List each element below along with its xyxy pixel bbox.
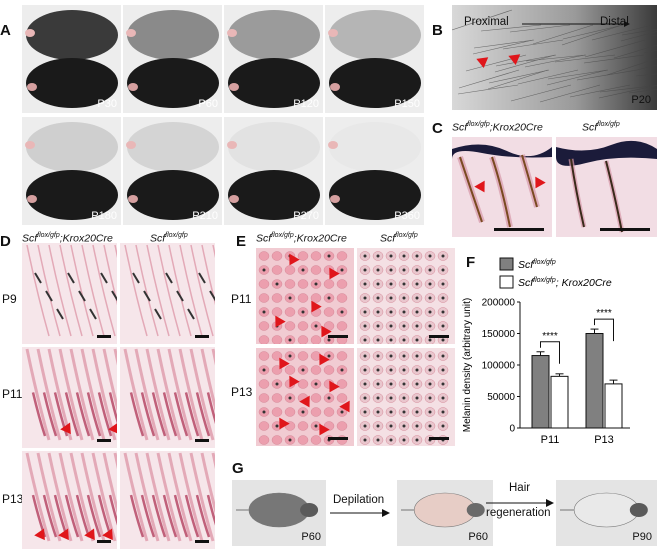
follicle-cross-section — [256, 248, 354, 344]
mouse-age-label: P30 — [97, 98, 117, 110]
y-tick-label: 200000 — [482, 298, 516, 309]
panel-e-row-p13: P13 — [231, 385, 253, 399]
scale-bar — [195, 439, 209, 442]
panel-e-label: E — [236, 233, 247, 250]
panel-d-row-p9: P9 — [2, 292, 17, 306]
scale-bar-c-2 — [600, 228, 650, 231]
panel-d-header-control: Scfflox/gfp — [150, 232, 188, 245]
mouse-pair-image: P360 — [325, 117, 424, 225]
mouse-age-label: P90 — [632, 531, 652, 543]
mouse-age-label: P210 — [192, 210, 218, 222]
significance-bracket — [594, 318, 614, 342]
panel-f-label: F — [466, 254, 476, 271]
y-tick-label: 50000 — [487, 392, 515, 403]
mouse-pair-image: P150 — [325, 5, 424, 113]
mouse-pair-image: P30 — [22, 5, 121, 113]
mouse-pair-image: P120 — [224, 5, 323, 113]
bar — [531, 355, 550, 429]
mouse-pair-image: P60 — [123, 5, 222, 113]
hair-follicle-section — [120, 243, 215, 344]
follicle-cross-section — [357, 248, 455, 344]
x-tick-label: P13 — [594, 434, 614, 446]
legend-swatch — [499, 275, 514, 289]
significance-stars: **** — [542, 331, 558, 342]
mouse-age-label: P270 — [293, 210, 319, 222]
scale-bar — [429, 437, 449, 440]
scale-bar — [97, 439, 111, 442]
scale-bar — [328, 335, 348, 338]
scale-bar — [328, 437, 348, 440]
mouse-photo: P60 — [232, 480, 326, 546]
hair-follicle-section — [22, 451, 117, 549]
scale-bar — [195, 540, 209, 543]
mouse-pair-image: P210 — [123, 117, 222, 225]
mouse-age-label: P60 — [468, 531, 488, 543]
depilation-label: Depilation — [333, 494, 385, 506]
legend-label: Scfflox/gfp — [518, 259, 556, 271]
scale-bar — [429, 335, 449, 338]
bar — [550, 375, 569, 429]
panel-e-header-mutant: Scfflox/gfp;Krox20Cre — [256, 232, 347, 245]
panel-e-row-p11: P11 — [231, 292, 252, 306]
y-tick-label: 150000 — [482, 329, 516, 340]
scale-bar — [97, 335, 111, 338]
mouse-age-label: P180 — [91, 210, 117, 222]
mouse-age-label: P60 — [301, 531, 321, 543]
hair-follicle-section — [120, 347, 215, 448]
panel-d-label: D — [0, 233, 11, 250]
regeneration-label: regeneration — [486, 507, 551, 519]
significance-bracket — [540, 341, 560, 364]
legend-label: Scfflox/gfp; Krox20Cre — [518, 277, 612, 289]
skin-section-mutant — [452, 137, 552, 237]
mouse-pair-image: P270 — [224, 117, 323, 225]
panel-c-header-control: Scfflox/gfp — [582, 121, 620, 134]
distal-label: Distal — [600, 16, 629, 28]
melanin-density-chart: 0 50000 100000 150000 200000 Melanin density … — [462, 257, 630, 446]
y-tick-label: 100000 — [482, 361, 516, 372]
skin-section-control — [556, 137, 657, 237]
panel-d-row-p13: P13 — [2, 492, 24, 506]
scale-bar-c-1 — [494, 228, 544, 231]
significance-stars: **** — [596, 308, 612, 319]
hair-closeup-svg — [452, 5, 657, 110]
arrow-regeneration-icon — [486, 499, 554, 507]
panel-c-header-mutant: Scfflox/gfp;Krox20Cre — [452, 121, 543, 134]
bar — [604, 383, 623, 429]
arrowhead-b-1 — [476, 57, 490, 69]
mouse-age-label: P150 — [394, 98, 420, 110]
mouse-photo: P60 — [397, 480, 493, 546]
panel-g-label: G — [232, 460, 244, 477]
scale-bar — [97, 540, 111, 543]
panel-e-header-control: Scfflox/gfp — [380, 232, 418, 245]
mouse-age-label: P360 — [394, 210, 420, 222]
follicle-cross-section — [357, 348, 455, 446]
legend-swatch — [499, 257, 514, 271]
y-axis-label: Melanin density (arbitrary unit) — [462, 298, 473, 433]
panel-c-label: C — [432, 120, 443, 137]
hair-follicle-section — [22, 347, 117, 448]
follicle-cross-section — [256, 348, 354, 446]
y-tick-label: 0 — [509, 424, 515, 435]
x-tick-label: P11 — [541, 434, 560, 446]
scale-bar — [195, 335, 209, 338]
mouse-pair-image: P180 — [22, 117, 121, 225]
hair-closeup-image: Proximal Distal P20 — [452, 5, 657, 110]
mouse-age-label: P120 — [293, 98, 319, 110]
mouse-photo: P90 — [556, 480, 657, 546]
bar — [585, 333, 604, 429]
hair-follicle-section — [22, 243, 117, 344]
hair-label: Hair — [509, 482, 531, 494]
arrow-depilation-icon — [330, 509, 390, 517]
mouse-age-label: P60 — [198, 98, 218, 110]
proximal-label: Proximal — [464, 16, 509, 28]
age-label-b: P20 — [631, 94, 651, 106]
panel-a-label: A — [0, 22, 11, 39]
panel-d-header-mutant: Scfflox/gfp;Krox20Cre — [22, 232, 113, 245]
panel-b-label: B — [432, 22, 443, 39]
arrowhead-b-2 — [508, 54, 522, 66]
panel-d-row-p11: P11 — [2, 387, 23, 401]
hair-follicle-section — [120, 451, 215, 549]
